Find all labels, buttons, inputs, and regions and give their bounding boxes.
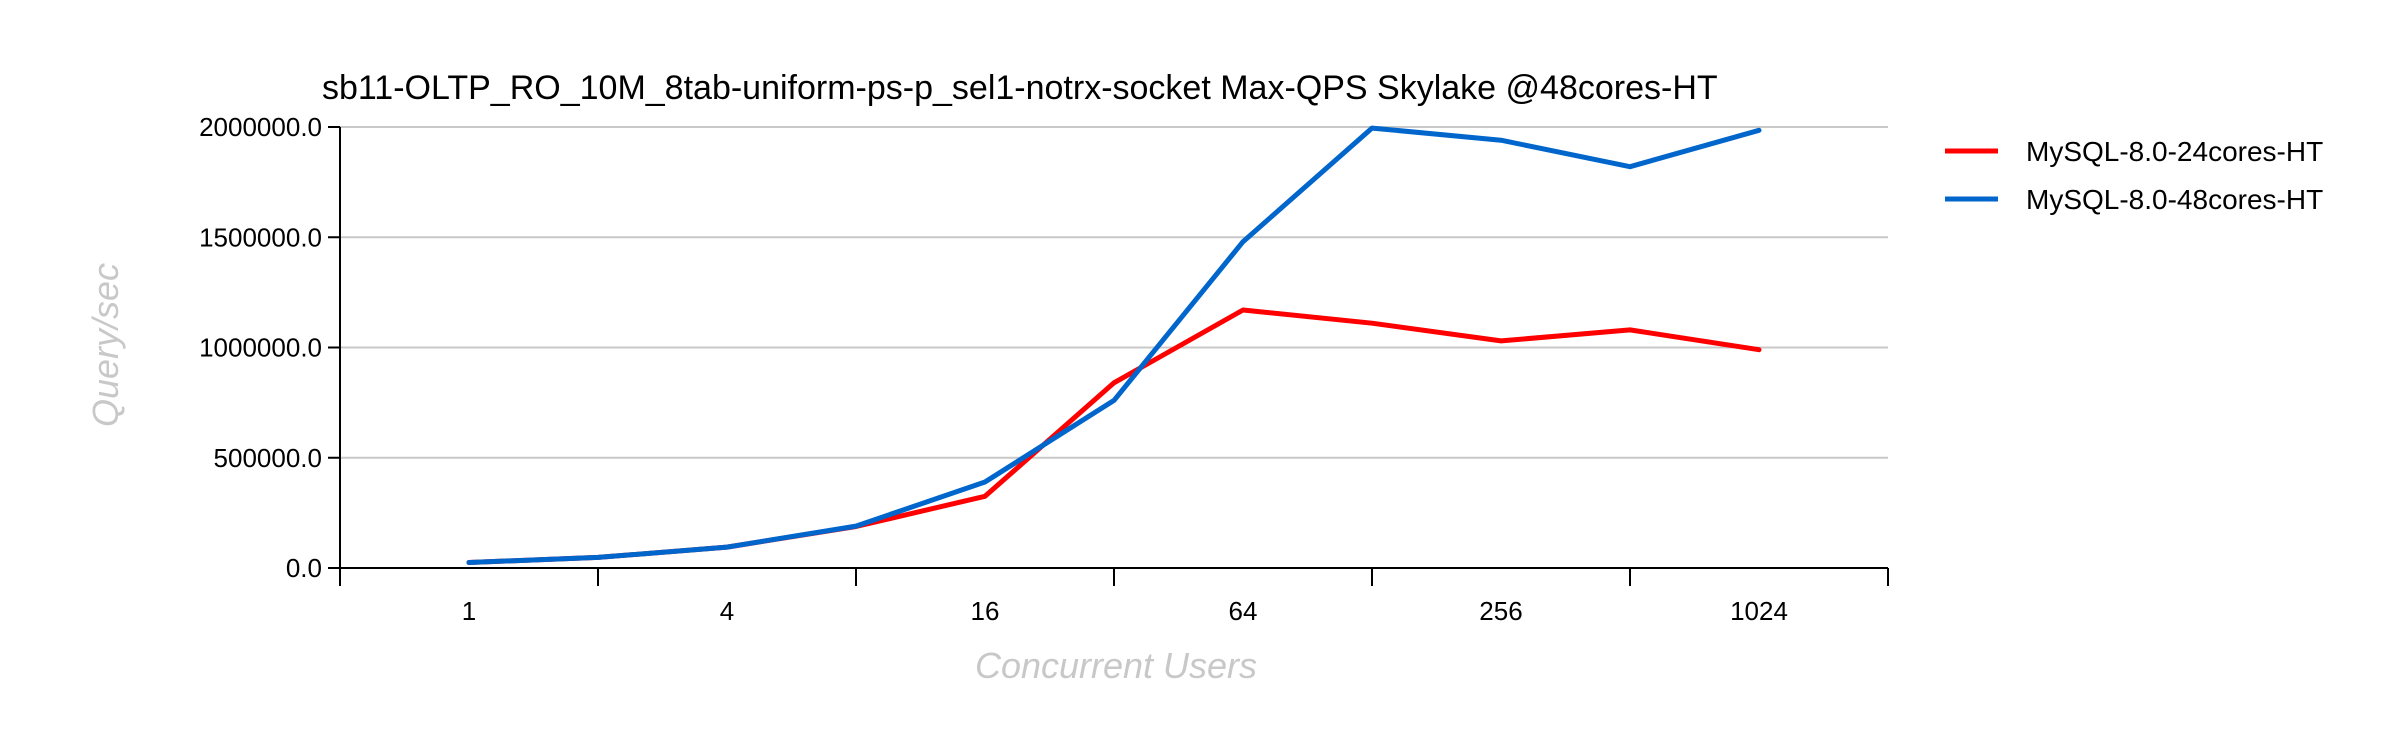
x-tick-label: 4 <box>720 596 734 626</box>
gridlines <box>340 126 1888 459</box>
y-tick-label: 0.0 <box>286 553 322 583</box>
y-tick-label: 1000000.0 <box>199 333 322 363</box>
y-axis-title: Query/sec <box>85 263 126 427</box>
x-tick-label: 16 <box>971 596 1000 626</box>
axes <box>328 126 1889 586</box>
legend-label: MySQL-8.0-24cores-HT <box>2026 136 2323 167</box>
series-line-2 <box>466 125 1762 565</box>
x-tick-label: 64 <box>1229 596 1258 626</box>
series-lines <box>466 125 1762 565</box>
legend-label: MySQL-8.0-48cores-HT <box>2026 184 2323 215</box>
y-tick-label: 1500000.0 <box>199 222 322 252</box>
x-tick-label: 1024 <box>1730 596 1788 626</box>
chart-title: sb11-OLTP_RO_10M_8tab-uniform-ps-p_sel1-… <box>322 69 1718 107</box>
y-tick-label: 500000.0 <box>214 443 322 473</box>
y-tick-labels: 0.0 500000.0 1000000.0 1500000.0 2000000.0 <box>199 112 322 583</box>
x-tick-label: 256 <box>1479 596 1522 626</box>
x-tick-labels: 1 4 16 64 256 1024 <box>462 596 1788 626</box>
y-tick-label: 2000000.0 <box>199 112 322 142</box>
legend: MySQL-8.0-24cores-HT MySQL-8.0-48cores-HT <box>1945 136 2323 215</box>
x-tick-label: 1 <box>462 596 476 626</box>
x-axis-title: Concurrent Users <box>975 645 1257 686</box>
